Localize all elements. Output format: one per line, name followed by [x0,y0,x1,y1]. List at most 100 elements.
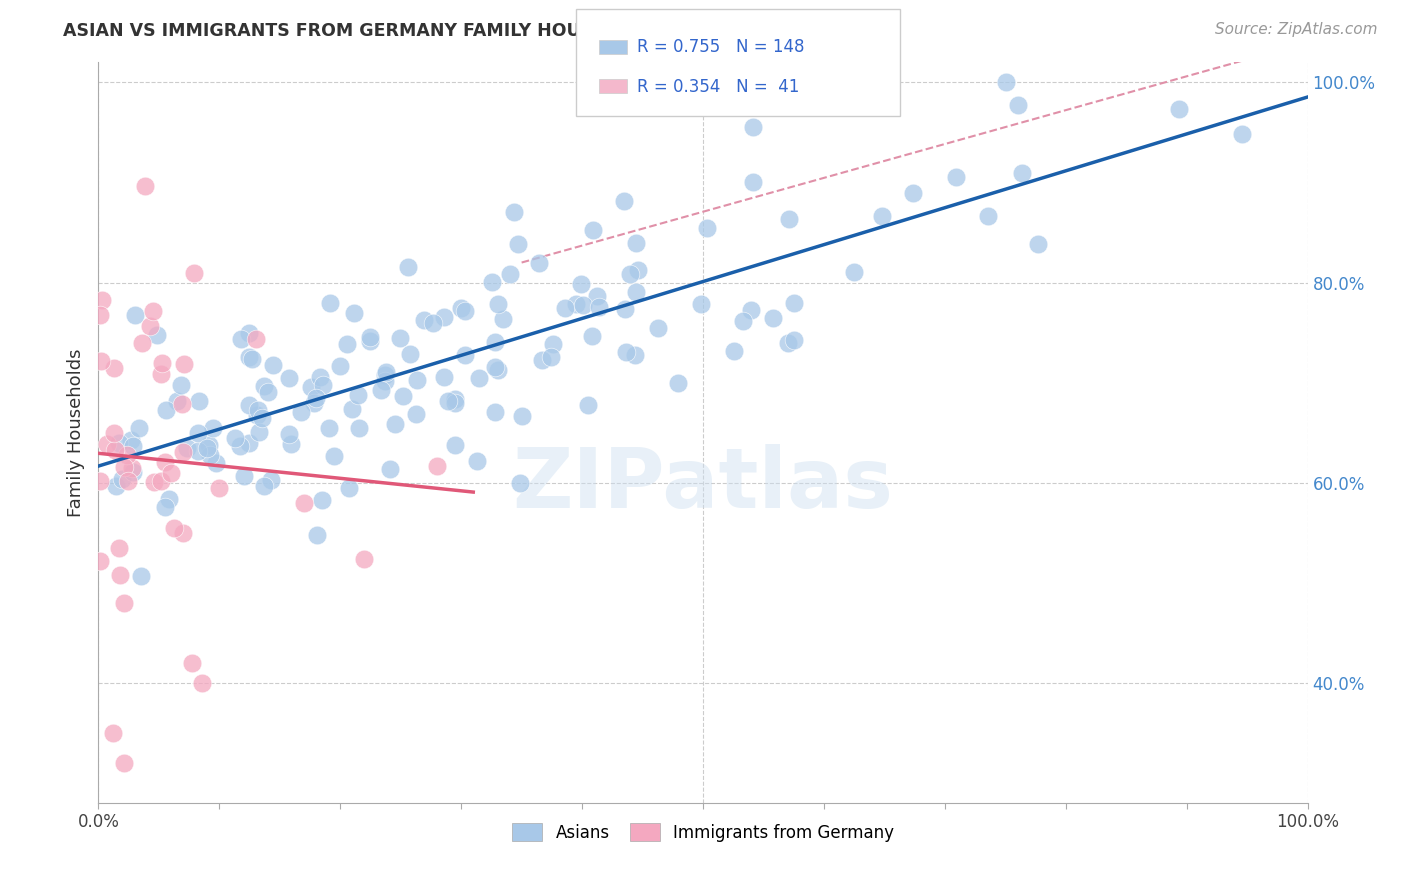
Point [208,481,231,495]
Point [238,436,260,450]
Point [723,343,745,358]
Point [150,475,173,489]
Point [375,366,398,380]
Y-axis label: Family Households: Family Households [66,349,84,516]
Point [977,209,1000,223]
Point [157,492,180,507]
Point [337,481,360,495]
Point [776,335,799,350]
Point [530,353,553,368]
Point [783,334,806,348]
Point [299,380,322,394]
Point [901,186,924,200]
Point [614,301,637,316]
Point [111,472,134,486]
Point [115,448,138,462]
Point [454,348,477,362]
Point [96,437,118,451]
Point [238,398,260,412]
Legend: Asians, Immigrants from Germany: Asians, Immigrants from Germany [503,815,903,850]
Point [197,438,219,452]
Point [305,392,328,406]
Point [399,347,422,361]
Point [308,370,330,384]
Point [260,473,283,487]
Point [564,296,586,310]
Point [172,397,194,411]
Point [191,675,214,690]
Point [195,441,218,455]
Point [90,293,112,307]
Point [392,388,415,402]
Point [378,462,401,476]
Point [343,306,366,320]
Point [437,394,460,409]
Point [238,350,260,364]
Point [117,474,139,488]
Point [187,444,209,458]
Point [626,285,648,300]
Point [120,433,142,447]
Point [374,374,396,388]
Point [104,442,127,457]
Point [509,476,531,491]
Point [1007,97,1029,112]
Point [384,417,406,431]
Point [783,296,806,310]
Point [742,175,765,189]
Point [121,439,143,453]
Point [103,360,125,375]
Point [204,456,226,470]
Point [278,427,301,442]
Point [329,359,352,373]
Point [506,236,529,251]
Point [370,383,392,397]
Point [432,370,454,384]
Point [443,438,465,452]
Point [256,384,278,399]
Point [588,300,610,314]
Point [870,209,893,223]
Point [131,336,153,351]
Point [131,569,153,583]
Point [319,296,342,310]
Point [374,368,396,382]
Point [240,352,263,367]
Point [312,377,335,392]
Point [696,221,718,235]
Point [229,439,252,453]
Point [128,421,150,435]
Point [292,496,315,510]
Point [396,260,419,274]
Point [481,275,503,289]
Point [510,409,533,423]
Point [176,442,198,456]
Point [742,120,765,135]
Point [405,408,427,422]
Point [122,465,145,479]
Point [89,554,111,568]
Point [582,223,605,237]
Point [245,332,267,346]
Point [616,345,638,359]
Point [359,334,381,348]
Point [619,267,641,281]
Point [169,377,191,392]
Point [142,475,165,490]
Point [108,435,131,450]
Point [278,371,301,385]
Point [253,378,276,392]
Point [250,410,273,425]
Point [422,316,444,330]
Point [134,178,156,193]
Point [484,404,506,418]
Text: ZIPatlas: ZIPatlas [513,444,893,525]
Point [543,337,565,351]
Point [103,425,125,440]
Point [340,402,363,417]
Point [155,455,177,469]
Text: R = 0.354   N =  41: R = 0.354 N = 41 [637,78,799,95]
Point [613,194,636,208]
Point [492,311,515,326]
Point [166,394,188,409]
